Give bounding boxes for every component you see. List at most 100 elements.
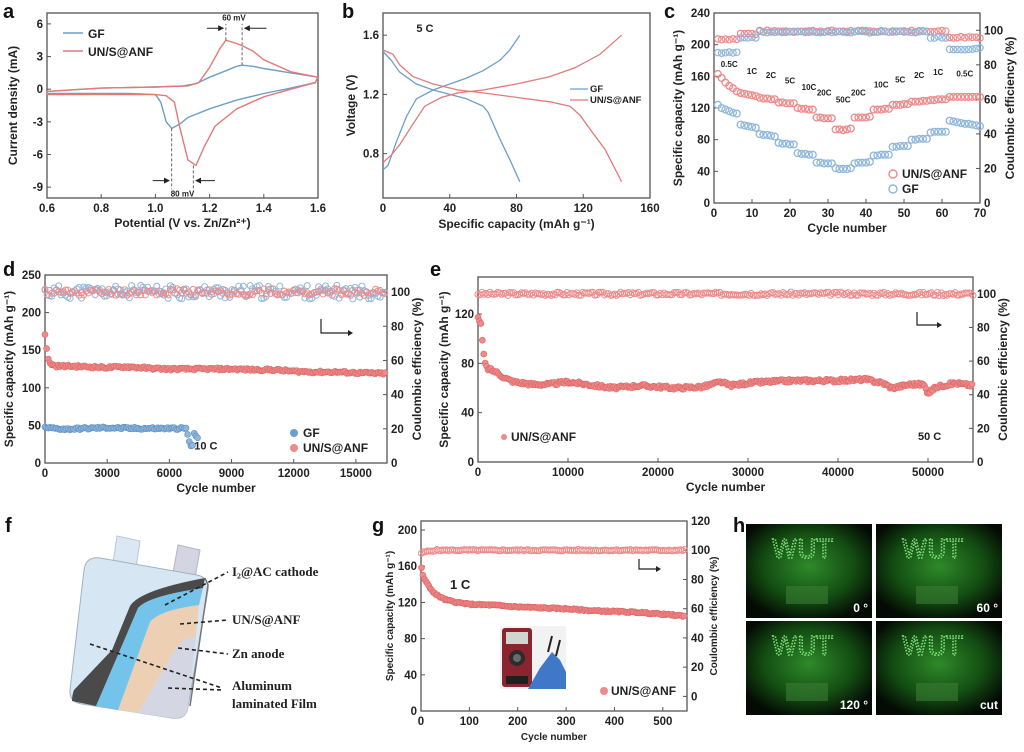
ce-point-unsanf	[71, 287, 79, 295]
capacity-point-gf	[740, 121, 749, 130]
ce-point-gf	[865, 29, 874, 37]
chart-d-long-cycling-10c: 0 3000 6000 9000 12000 15000050100150200250Cy…	[2, 270, 424, 495]
y2-tick-label: 60	[691, 604, 704, 616]
ce-point-gf	[911, 28, 920, 37]
capacity-point-unsanf	[831, 125, 840, 134]
x-tick-label: 1.0	[147, 203, 163, 215]
capacity-point-gf	[774, 138, 783, 147]
capacity-point-gf	[858, 158, 867, 167]
ce-point-unsanf	[744, 29, 753, 38]
y-tick-label: 0	[37, 84, 43, 96]
ce-point-gf	[816, 28, 825, 37]
y-tick-label: 0	[468, 457, 474, 469]
ce-point-unsanf	[941, 27, 950, 35]
x-tick-label: 0.6	[39, 203, 55, 215]
ce-point-gf	[896, 27, 905, 36]
voltage-curve	[382, 34, 521, 171]
ce-point-gf	[850, 27, 859, 36]
capacity-point-gf	[888, 142, 897, 151]
y2-axis-title: Coulombic efficiency (%)	[709, 557, 720, 676]
voltage-curve	[382, 51, 521, 182]
capacity-point-gf	[869, 151, 878, 160]
ce-point-gf	[759, 28, 768, 36]
capacity-point-gf	[725, 107, 734, 116]
capacity-point-gf	[945, 116, 954, 125]
y-tick-label: 1.2	[363, 89, 379, 101]
ce-point-unsanf	[945, 33, 954, 42]
y-axis-title: Specific capacity (mAh g⁻¹)	[671, 30, 685, 186]
luminescent-photos: WUT 0 ° WUT 60 ° WUT 120 ° WUT cut	[746, 524, 1002, 715]
ce-point-gf	[960, 45, 969, 54]
capacity-point-unsanf	[812, 113, 821, 122]
capacity-point-unsanf	[899, 99, 909, 109]
y-tick-label: 240	[691, 8, 710, 20]
x-axis-title: Specific capacity (mAh g⁻¹)	[438, 217, 594, 231]
ce-point-gf	[797, 27, 806, 36]
ce-point-unsanf	[553, 288, 561, 296]
ce-point-gf	[164, 294, 172, 302]
y2-tick-label: 40	[984, 129, 997, 141]
capacity-point-unsanf	[827, 114, 836, 123]
ce-point-unsanf	[964, 33, 973, 41]
ce-point-gf	[740, 33, 749, 42]
x-tick-label: 0	[475, 467, 481, 479]
capacity-point-gf	[865, 157, 874, 166]
ce-point-gf	[751, 34, 760, 42]
voltage-curve	[382, 49, 623, 182]
capacity-point-unsanf	[680, 612, 688, 620]
y2-tick-label: 40	[691, 633, 704, 645]
label-film-2: laminated Film	[232, 696, 317, 711]
capacity-point-gf	[953, 118, 962, 127]
x-tick-label: 30	[822, 208, 835, 220]
ce-point-unsanf	[381, 289, 389, 297]
photo-2: WUT 120 °	[746, 621, 872, 715]
ce-point-gf	[881, 27, 889, 36]
x-tick-label: 20	[784, 208, 797, 220]
y-tick-label: 80	[461, 358, 474, 370]
ce-point-gf	[789, 28, 798, 37]
led-text: WUT	[902, 632, 963, 662]
capacity-point-gf	[884, 150, 893, 159]
capacity-point-unsanf	[869, 105, 878, 114]
legend-label: UN/S@ANF	[590, 95, 642, 106]
ce-point-unsanf	[976, 34, 984, 42]
ce-point-gf	[900, 28, 908, 36]
ce-point-gf	[873, 28, 882, 36]
ce-point-unsanf	[280, 287, 288, 295]
rate-label: 20C	[817, 88, 832, 97]
axis-arrow	[916, 312, 937, 326]
rate-label: 50C	[836, 95, 851, 104]
y-tick-label: 120	[691, 103, 710, 115]
y-tick-label: 250	[22, 270, 41, 282]
ce-point-gf	[353, 286, 361, 294]
capacity-point-unsanf	[972, 92, 981, 101]
ce-point-gf	[335, 294, 343, 302]
ce-point-gf	[945, 45, 954, 54]
ce-point-unsanf	[763, 26, 772, 35]
capacity-point-gf	[797, 149, 806, 158]
capacity-point-unsanf	[823, 114, 833, 123]
capacity-point-unsanf	[877, 105, 886, 114]
capacity-point-gf	[937, 127, 947, 136]
ce-point-gf	[888, 28, 897, 36]
capacity-point-unsanf	[381, 369, 389, 377]
pouch-edge	[189, 577, 209, 707]
y-axis-title: Voltage (V)	[344, 75, 358, 137]
y2-tick-label: 20	[391, 424, 404, 436]
x-tick-label: 3000	[94, 468, 120, 480]
capacity-point-unsanf	[865, 112, 874, 121]
y2-tick-label: 0	[977, 457, 983, 469]
capacity-point-unsanf	[479, 336, 486, 344]
rate-annotation: 10 C	[194, 440, 217, 452]
photo-0: WUT 0 °	[746, 524, 872, 618]
ce-point-gf	[869, 28, 878, 37]
voltage-curve	[382, 34, 623, 163]
ce-point-unsanf	[189, 285, 197, 293]
axis-arrowhead	[656, 566, 661, 572]
ce-point-gf	[892, 27, 901, 35]
x-axis-title: Cycle number	[807, 221, 887, 235]
capacity-point-unsanf	[797, 104, 806, 113]
pouch-cell-schematic: I₂@AC cathode UN/S@ANF Zn anode Aluminum…	[69, 535, 319, 719]
ce-point-gf	[930, 34, 939, 42]
